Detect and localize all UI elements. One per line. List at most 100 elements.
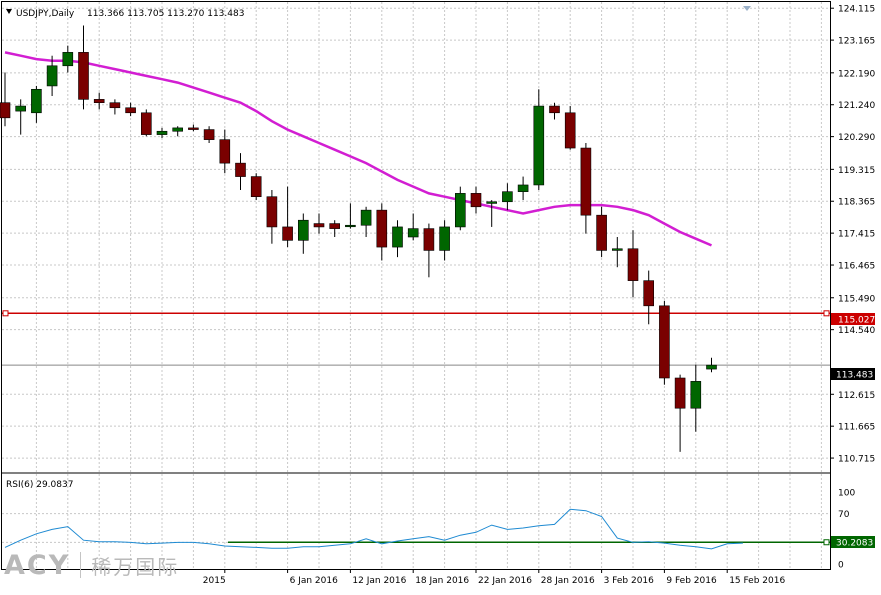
- candle: [549, 102, 560, 120]
- rsi-line: [4, 508, 743, 550]
- candle-body: [219, 139, 231, 164]
- candle: [659, 300, 670, 385]
- price-tick-label: 114.540: [838, 326, 875, 336]
- date-tick-label: 28 Jan 2016: [541, 576, 595, 586]
- plot-frame: [1, 1, 831, 570]
- rsi-axis: 10070300: [838, 489, 855, 571]
- candle: [611, 237, 623, 268]
- candle-body: [235, 162, 246, 177]
- date-axis: 2015 6 Jan 2016 12 Jan 2016 18 Jan 2016 22 J…: [203, 569, 785, 586]
- moving-average-line: [4, 51, 712, 247]
- candle-body: [643, 280, 655, 307]
- broker-watermark: ACY 稀万国际: [4, 545, 179, 585]
- grid: [2, 2, 830, 569]
- candle-body: [172, 127, 183, 132]
- candle: [250, 173, 262, 201]
- price-tick-label: 123.165: [838, 37, 875, 47]
- candle: [486, 200, 498, 227]
- candle-body: [345, 224, 356, 228]
- candle: [423, 223, 435, 278]
- candle: [360, 206, 372, 237]
- candle-body: [627, 248, 639, 281]
- date-tick-label: 2015: [203, 576, 226, 586]
- rsi-tick-label: 70: [838, 510, 850, 520]
- candle: [454, 186, 466, 231]
- candle: [31, 85, 42, 123]
- horizontal-levels: [2, 310, 830, 546]
- candle-body: [439, 226, 450, 251]
- candle: [580, 143, 592, 234]
- candle: [674, 374, 686, 452]
- candles: [0, 25, 717, 452]
- moving-average: [4, 51, 712, 247]
- candle-body: [674, 377, 686, 409]
- candle-body: [392, 226, 403, 248]
- candle-body: [109, 102, 121, 109]
- price-tick-label: 118.365: [838, 198, 875, 208]
- price-tick-label: 116.465: [838, 262, 875, 272]
- candle-body: [156, 130, 168, 135]
- candle: [46, 55, 58, 96]
- candle-body: [580, 147, 592, 216]
- symbol-menu-icon[interactable]: [6, 9, 12, 14]
- date-tick-label: 9 Feb 2016: [666, 576, 717, 586]
- candle: [235, 153, 246, 190]
- rsi-level-value: 30.2083: [836, 539, 873, 549]
- watermark-logo: ACY: [4, 549, 71, 581]
- candle-body: [690, 381, 702, 409]
- candle-body: [0, 102, 11, 119]
- candle-body: [250, 176, 262, 198]
- candle-body: [454, 193, 466, 228]
- candle: [282, 186, 293, 248]
- price-tick-label: 117.415: [838, 230, 875, 240]
- shift-marker-icon[interactable]: [743, 6, 751, 11]
- current-price-value: 113.483: [836, 371, 873, 381]
- rsi-tick-label: 0: [838, 561, 844, 571]
- candle-body: [329, 223, 341, 229]
- price-tick-label: 112.615: [838, 391, 875, 401]
- candle: [125, 102, 136, 117]
- candle-body: [125, 107, 136, 114]
- price-tick-label: 119.315: [838, 166, 875, 176]
- candle: [141, 109, 152, 137]
- candle: [392, 220, 403, 258]
- candle: [345, 203, 356, 229]
- candle-body: [78, 52, 89, 100]
- candle-body: [470, 193, 482, 208]
- candle: [109, 99, 121, 115]
- candle: [297, 213, 309, 254]
- candle: [517, 176, 529, 201]
- rsi-level-handle: [823, 539, 830, 546]
- date-tick-label: 12 Jan 2016: [352, 576, 406, 586]
- candle-body: [407, 228, 419, 238]
- candle-body: [282, 226, 293, 241]
- candle: [266, 190, 278, 244]
- candle: [15, 99, 26, 135]
- candle-body: [486, 201, 498, 204]
- candle-body: [203, 129, 215, 140]
- price-tick-label: 110.715: [838, 455, 875, 465]
- candle-body: [297, 219, 309, 241]
- candle: [407, 213, 419, 241]
- candle: [313, 213, 325, 234]
- candle-body: [659, 305, 670, 379]
- candle: [502, 183, 513, 211]
- symbol-label: USDJPY,Daily: [16, 9, 75, 19]
- candle-body: [62, 52, 74, 67]
- candle-body: [141, 112, 152, 135]
- candle-body: [31, 88, 42, 114]
- candle: [596, 206, 607, 258]
- candle: [188, 124, 199, 132]
- candle: [470, 186, 482, 214]
- candle: [690, 364, 702, 432]
- price-axis: 124.115 123.165 122.190 121.240 120.290 119.3…: [830, 5, 875, 465]
- candle-body: [549, 105, 560, 114]
- candle: [376, 203, 388, 261]
- date-tick-label: 6 Jan 2016: [290, 576, 338, 586]
- date-tick-label: 15 Feb 2016: [729, 576, 785, 586]
- price-level-tag: 115.027: [831, 313, 875, 326]
- candle-body: [706, 364, 717, 370]
- rsi-level-tag: 30.2083: [831, 536, 875, 549]
